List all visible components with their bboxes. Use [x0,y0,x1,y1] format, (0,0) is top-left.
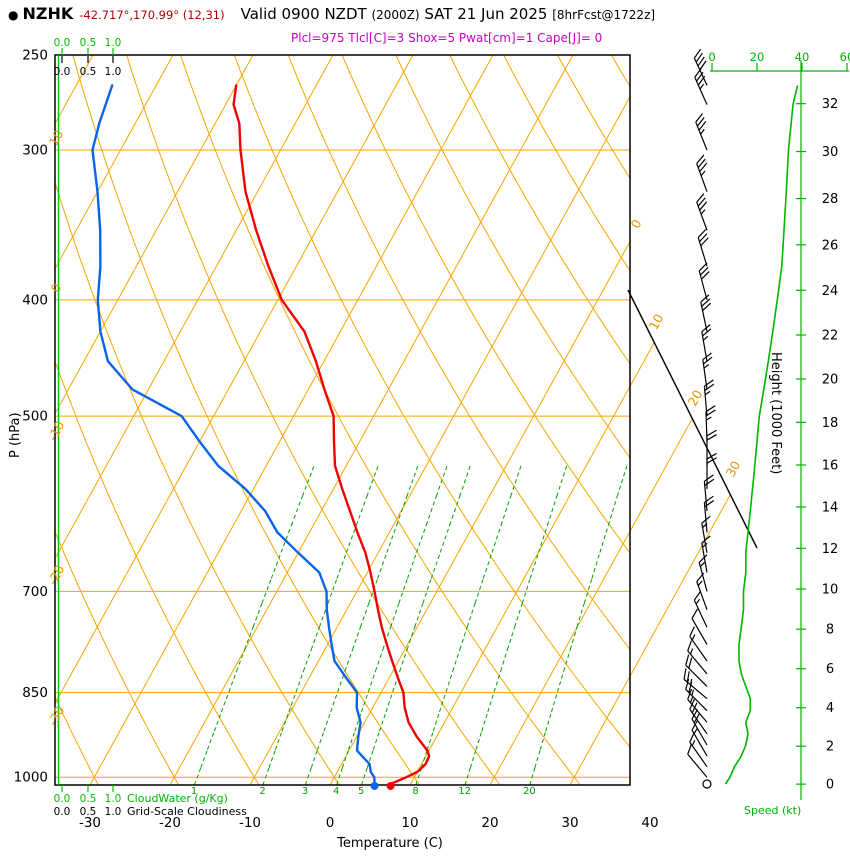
speed-scale: 0 20 40 60 [708,50,850,72]
svg-text:10: 10 [822,583,839,598]
cloudwater-axis-label: CloudWater (g/Kg) [127,792,228,805]
svg-text:20: 20 [750,50,765,64]
svg-text:8: 8 [826,623,834,638]
temperature-axis-title: Temperature (C) [337,836,443,851]
wind-barbs [683,48,717,789]
svg-text:0.0: 0.0 [54,37,71,49]
svg-text:5: 5 [358,786,364,797]
svg-text:20: 20 [481,815,498,831]
svg-text:1.0: 1.0 [105,793,122,805]
svg-text:0.0: 0.0 [54,806,71,818]
svg-text:30: 30 [723,458,744,479]
cloudiness-axis-label: Grid-Scale Cloudiness [127,805,247,818]
svg-text:10: 10 [401,815,418,831]
svg-text:700: 700 [22,584,48,600]
station-bullet-icon: ● [8,8,19,22]
svg-text:2: 2 [259,786,265,797]
svg-text:0.5: 0.5 [80,806,97,818]
header: ● NZHK -42.717°,170.99° (12,31) Valid 09… [8,4,655,23]
svg-text:0: 0 [826,778,834,793]
svg-text:0: 0 [708,50,715,64]
temperature-tick-labels: -30 -20 -10 0 10 20 30 40 [79,815,659,831]
svg-text:20: 20 [523,786,536,797]
valid-zulu: (2000Z) [371,8,420,22]
svg-text:18: 18 [822,416,839,431]
svg-text:16: 16 [822,458,839,473]
svg-text:1.0: 1.0 [105,806,122,818]
svg-text:30: 30 [822,145,839,160]
svg-text:300: 300 [22,142,48,158]
station-id: NZHK [22,4,74,23]
height-axis-title: Height (1000 Feet) [768,352,783,475]
diagonal-clip-line [627,289,758,549]
svg-text:0.5: 0.5 [80,66,97,78]
speed-axis-label: Speed (kt) [744,804,802,817]
svg-text:10: 10 [46,127,67,148]
plot-border [54,54,631,786]
svg-text:-20: -20 [45,562,68,587]
pressure-axis-title: P (hPa) [8,412,23,458]
svg-text:0.0: 0.0 [54,793,71,805]
svg-text:-20: -20 [159,815,181,831]
svg-text:-30: -30 [45,703,68,728]
svg-text:22: 22 [822,329,839,344]
svg-text:10: 10 [646,311,667,332]
svg-text:0: 0 [48,281,65,295]
svg-text:250: 250 [22,48,48,64]
svg-text:40: 40 [641,815,658,831]
pressure-tick-labels: 250 300 400 500 700 850 1000 [14,48,48,786]
svg-text:0: 0 [326,815,335,831]
temperature-curve [232,84,431,790]
svg-text:28: 28 [822,192,839,207]
svg-text:6: 6 [826,662,834,677]
svg-text:12: 12 [458,786,471,797]
svg-text:32: 32 [822,97,839,112]
svg-text:-10: -10 [239,815,261,831]
svg-text:30: 30 [561,815,578,831]
svg-text:20: 20 [685,387,706,408]
svg-text:850: 850 [22,685,48,701]
forecast-reference: [8hrFcst@1722z] [552,8,656,22]
svg-text:12: 12 [822,542,839,557]
svg-text:4: 4 [826,701,834,716]
svg-text:40: 40 [795,50,810,64]
svg-text:1000: 1000 [14,770,48,786]
adiabat-exit-labels: 10 0 -10 -20 -30 [45,127,68,728]
svg-text:24: 24 [822,284,839,299]
grid-orange [54,54,731,786]
svg-text:4: 4 [333,786,339,797]
svg-text:-30: -30 [79,815,101,831]
mixing-ratio-lines: 1 2 3 4 5 8 12 20 [191,465,628,797]
valid-date: SAT 21 Jun 2025 [424,5,548,23]
svg-text:1.0: 1.0 [105,37,122,49]
svg-text:0.5: 0.5 [80,37,97,49]
svg-text:0.5: 0.5 [80,793,97,805]
stability-indices: Plcl=975 Tlcl[C]=3 Shox=5 Pwat[cm]=1 Cap… [291,31,603,45]
station-coords: -42.717°,170.99° (12,31) [79,8,225,22]
svg-text:2: 2 [826,740,834,755]
valid-prefix: Valid 0900 NZDT [240,5,367,23]
svg-text:14: 14 [822,500,839,515]
svg-text:8: 8 [412,786,418,797]
svg-text:60: 60 [840,50,850,64]
svg-text:26: 26 [822,238,839,253]
valid-time: Valid 0900 NZDT (2000Z) SAT 21 Jun 2025 … [241,5,655,23]
svg-text:0.0: 0.0 [54,66,71,78]
wind-speed-curve [724,85,799,785]
cloud-scales: 0.00.00.00.00.50.50.50.51.01.01.01.0 [54,37,122,818]
svg-text:-10: -10 [45,418,68,443]
svg-text:500: 500 [22,409,48,425]
svg-text:1: 1 [191,786,197,797]
svg-text:400: 400 [22,292,48,308]
svg-text:20: 20 [822,373,839,388]
svg-text:3: 3 [302,786,308,797]
svg-text:1.0: 1.0 [105,66,122,78]
dewpoint-curve [91,84,379,790]
